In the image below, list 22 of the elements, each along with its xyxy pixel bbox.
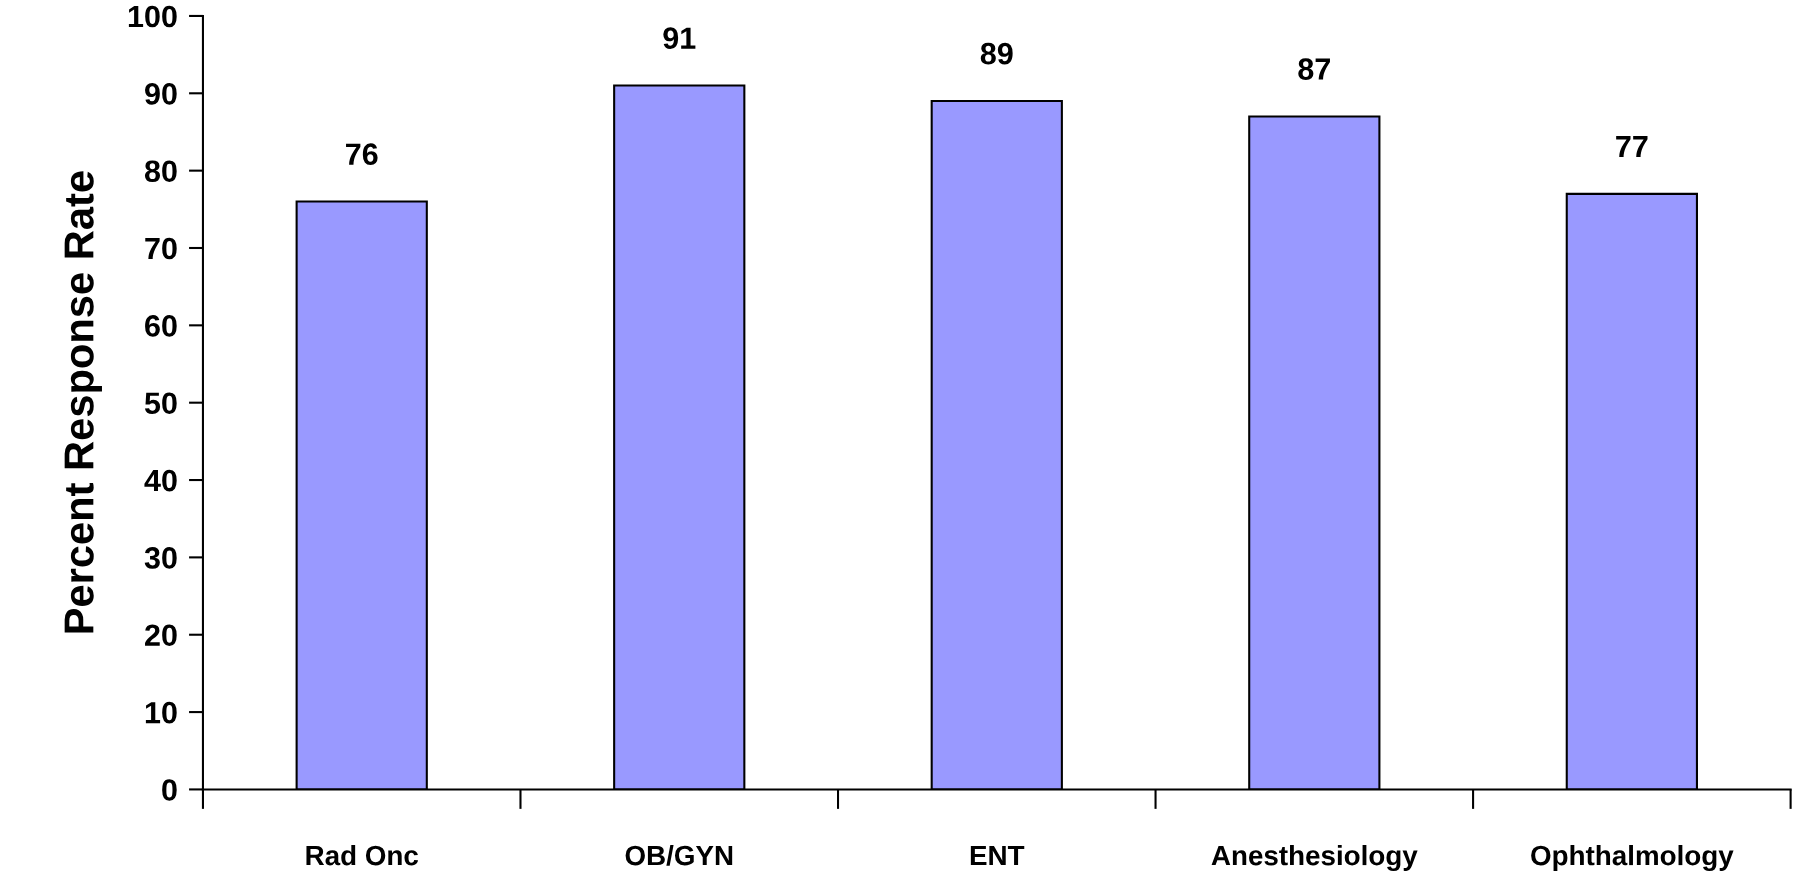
- y-tick-label: 60: [145, 315, 177, 337]
- x-tick-label: Ophthalmology: [1531, 844, 1734, 871]
- y-tick-label: 20: [145, 624, 177, 647]
- x-tick-label: OB/GYN: [625, 844, 733, 866]
- y-tick-label: 30: [144, 547, 177, 569]
- y-tick-label: 70: [145, 237, 177, 260]
- y-tick-label: 10: [145, 701, 177, 724]
- y-tick-label: 80: [144, 160, 177, 183]
- y-tick-label: 100: [128, 5, 177, 28]
- x-tick-label: ENT: [970, 846, 1025, 866]
- y-axis-title: Percent Response Rate: [64, 171, 102, 633]
- y-tick-label: 90: [145, 83, 177, 105]
- data-label: 91: [663, 27, 696, 49]
- data-label: 76: [346, 143, 378, 165]
- data-label: 89: [980, 42, 1013, 65]
- x-tick-label: Rad Onc: [306, 844, 419, 866]
- x-tick-label: Anesthesiology: [1211, 844, 1418, 871]
- y-tick-label: 50: [144, 392, 177, 415]
- data-label: 87: [1298, 58, 1330, 80]
- y-tick-label: 40: [144, 469, 177, 492]
- y-tick-label: 0: [162, 779, 177, 801]
- data-label: 77: [1616, 135, 1648, 157]
